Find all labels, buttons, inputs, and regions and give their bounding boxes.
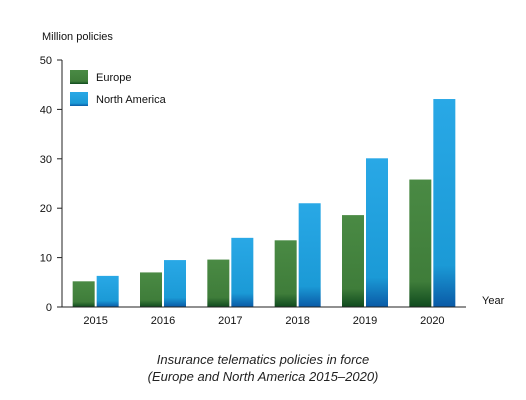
bar-north-america-2020 — [433, 99, 456, 307]
x-tick-label: 2015 — [83, 315, 107, 327]
y-tick-label: 50 — [40, 55, 52, 67]
legend: Europe North America — [70, 70, 167, 106]
bar-europe-2015 — [72, 281, 95, 307]
bar-north-america-2018 — [298, 203, 321, 307]
x-tick-label: 2020 — [420, 315, 444, 327]
x-tick-label: 2019 — [353, 315, 377, 327]
legend-swatch-europe — [70, 70, 88, 84]
y-tick-label: 20 — [40, 203, 52, 215]
bar-north-america-2017 — [231, 237, 254, 307]
x-tick-label: 2016 — [151, 315, 175, 327]
bar-north-america-2016 — [164, 260, 186, 307]
y-axis: 0 10 20 30 40 50 — [40, 55, 63, 314]
x-tick-label: 2018 — [285, 315, 309, 327]
caption-line-1: Insurance telematics policies in force — [156, 352, 370, 367]
y-tick-label: 40 — [40, 104, 52, 116]
y-tick-label: 10 — [40, 253, 52, 265]
bar-europe-2016 — [140, 272, 162, 307]
bar-north-america-2015 — [96, 275, 119, 307]
y-tick-label: 0 — [46, 302, 52, 314]
legend-swatch-north-america — [70, 92, 88, 106]
x-axis: 2015 2016 2017 2018 2019 2020 — [62, 306, 466, 327]
caption-line-2: (Europe and North America 2015–2020) — [147, 369, 379, 384]
x-tick-label: 2017 — [218, 315, 242, 327]
y-axis-label: Million policies — [42, 31, 113, 43]
bars — [72, 99, 456, 307]
y-tick-label: 30 — [40, 154, 52, 166]
bar-europe-2019 — [342, 215, 364, 307]
legend-label: Europe — [96, 72, 131, 84]
bar-europe-2018 — [274, 240, 297, 307]
bar-north-america-2019 — [366, 158, 388, 307]
legend-label: North America — [96, 94, 167, 106]
bar-europe-2017 — [207, 259, 230, 307]
bar-europe-2020 — [409, 179, 432, 307]
x-axis-label: Year — [482, 295, 505, 307]
